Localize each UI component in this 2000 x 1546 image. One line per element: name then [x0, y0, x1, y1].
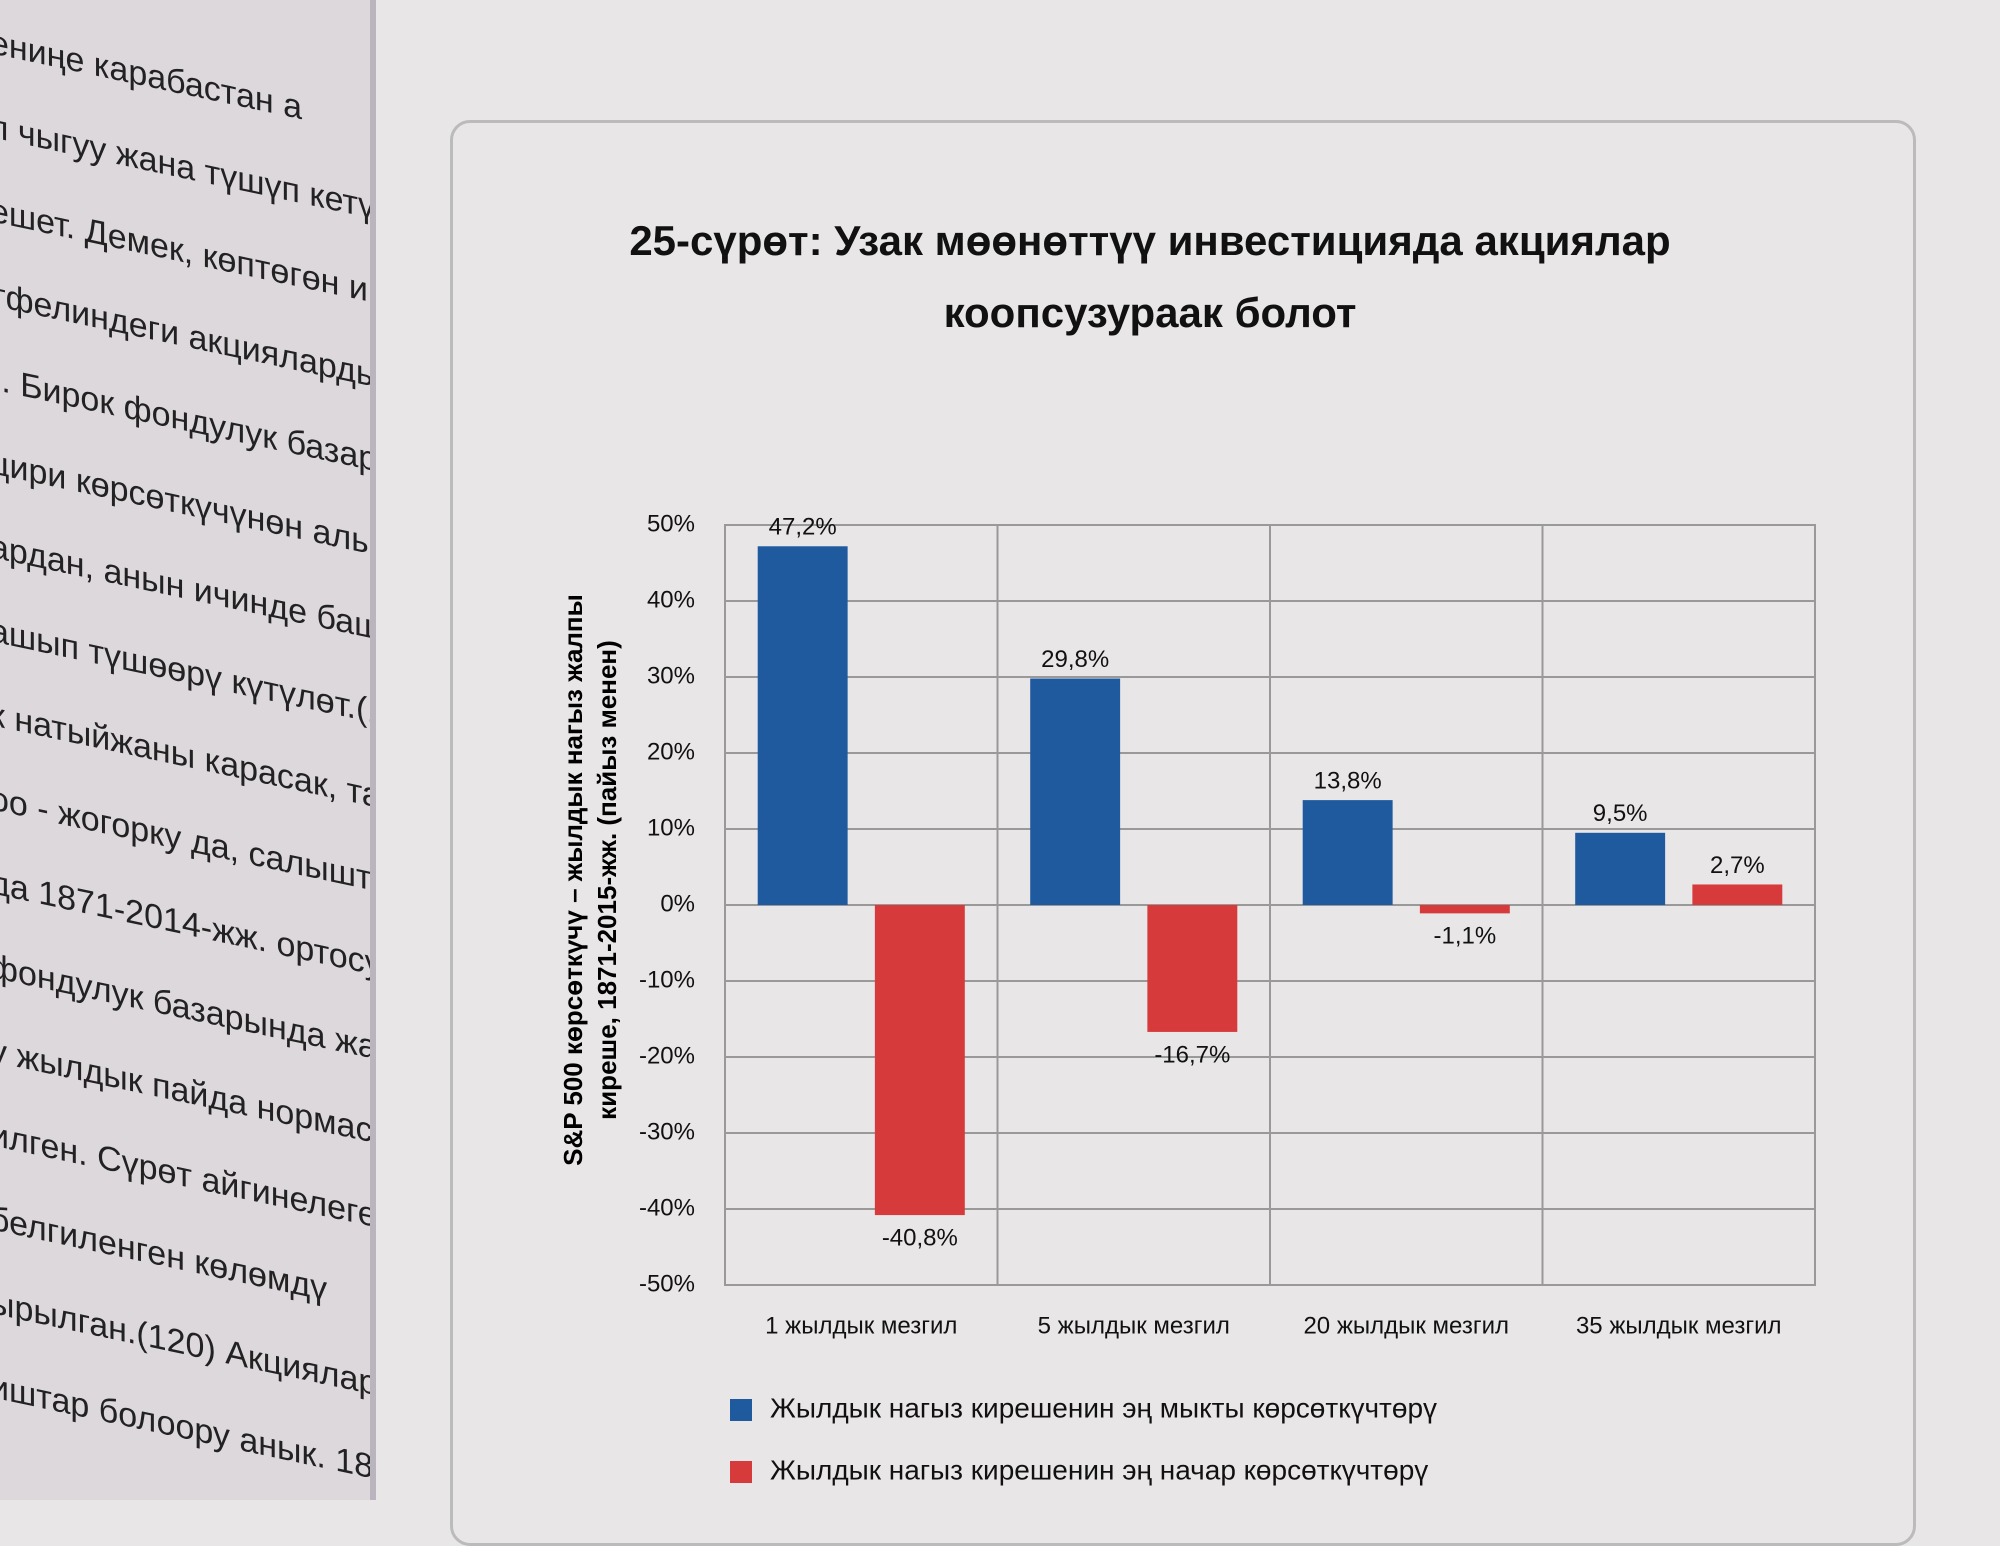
y-tick-label: -50% [639, 1270, 695, 1297]
data-label: 2,7% [1710, 852, 1765, 879]
x-tick-label: 20 жылдык мезгил [1303, 1312, 1509, 1339]
data-label: 13,8% [1314, 767, 1382, 794]
x-tick-label: 35 жылдык мезгил [1576, 1312, 1782, 1339]
bar [1419, 905, 1510, 914]
data-label: 9,5% [1593, 800, 1648, 827]
legend-label: Жылдык нагыз кирешенин эң начар көрсөткү… [770, 1454, 1428, 1485]
y-tick-label: 40% [647, 586, 695, 613]
y-tick-label: 10% [647, 814, 695, 841]
x-tick-label: 5 жылдык мезгил [1038, 1312, 1230, 1339]
bar [1147, 905, 1238, 1032]
y-tick-label: 50% [647, 510, 695, 537]
y-tick-label: -30% [639, 1118, 695, 1145]
chart-title: 25-сүрөт: Узак мөөнөттүү инвестицияда ак… [629, 217, 1671, 336]
data-label: -1,1% [1433, 923, 1496, 950]
y-tick-label: -40% [639, 1194, 695, 1221]
data-label: 29,8% [1041, 646, 1109, 673]
bar [1575, 832, 1666, 905]
y-tick-label: 20% [647, 738, 695, 765]
data-label: -16,7% [1154, 1041, 1230, 1068]
bar [1302, 800, 1393, 905]
x-tick-label: 1 жылдык мезгил [765, 1312, 957, 1339]
bar [1692, 884, 1783, 905]
data-label: -40,8% [882, 1224, 958, 1251]
y-tick-label: -10% [639, 966, 695, 993]
legend-swatch [730, 1399, 752, 1421]
bar [874, 905, 965, 1216]
y-tick-label: 0% [660, 890, 695, 917]
bar [1030, 678, 1121, 905]
legend-label: Жылдык нагыз кирешенин эң мыкты көрсөткү… [770, 1392, 1437, 1423]
chart: -50% -40% -30% -20% -10% 0% 10% 20% 30% 40% 50% 1 ж… [639, 510, 1816, 1485]
legend-swatch [730, 1461, 752, 1483]
data-label: 47,2% [769, 514, 837, 541]
y-tick-label: 30% [647, 662, 695, 689]
bar [757, 546, 848, 905]
y-tick-label: -20% [639, 1042, 695, 1069]
